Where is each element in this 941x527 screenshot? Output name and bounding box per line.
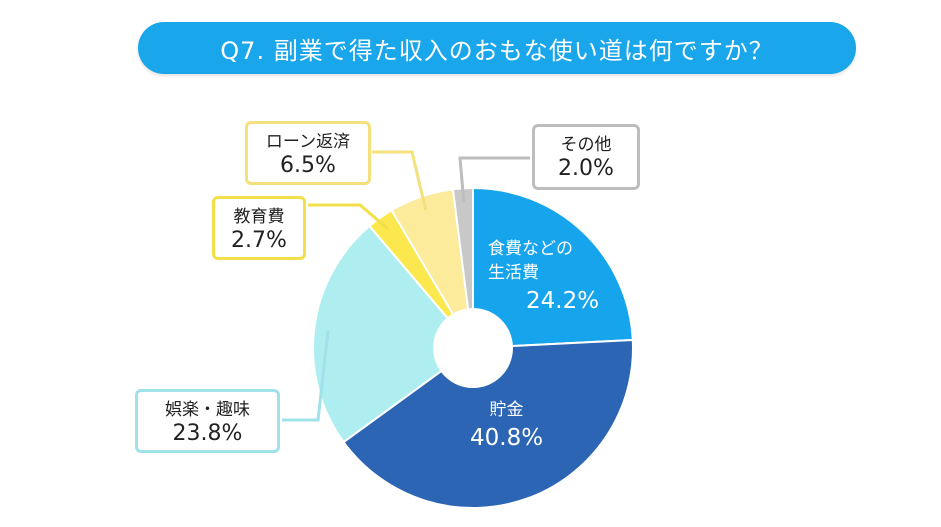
callout-name: ローン返済 xyxy=(265,132,351,152)
leader-line-3 xyxy=(308,203,390,231)
callout-name: その他 xyxy=(560,135,612,155)
slice-name-line2: 生活費 xyxy=(488,263,539,283)
callout-other: その他 2.0% xyxy=(532,124,640,190)
leader-line-2 xyxy=(282,330,330,422)
callout-value: 2.7% xyxy=(231,228,287,253)
slice-label-living: 食費などの 生活費 24.2% xyxy=(488,237,599,317)
pie-slice-2 xyxy=(312,224,475,444)
callout-entertainment: 娯楽・趣味 23.8% xyxy=(135,389,280,453)
callout-value: 6.5% xyxy=(280,153,336,178)
slice-label-savings: 貯金 40.8% xyxy=(470,398,543,454)
slice-name: 貯金 xyxy=(489,400,524,420)
chart-title: Q7. 副業で得た収入のおもな使い道は何ですか？ xyxy=(138,22,856,74)
slice-name-line1: 食費などの xyxy=(488,239,573,259)
pie-slice-0 xyxy=(472,186,634,350)
callout-value: 23.8% xyxy=(172,421,243,446)
callout-value: 2.0% xyxy=(558,156,614,181)
slice-value: 24.2% xyxy=(526,288,600,314)
donut-hole xyxy=(433,308,513,388)
callout-loan: ローン返済 6.5% xyxy=(245,121,371,185)
leader-line-4 xyxy=(372,150,428,211)
slice-value: 40.8% xyxy=(470,425,544,451)
pie-slice-1 xyxy=(342,338,634,509)
callout-name: 教育費 xyxy=(233,207,285,227)
callout-education: 教育費 2.7% xyxy=(212,196,306,260)
leader-line-5 xyxy=(458,156,530,203)
callout-name: 娯楽・趣味 xyxy=(165,400,250,420)
